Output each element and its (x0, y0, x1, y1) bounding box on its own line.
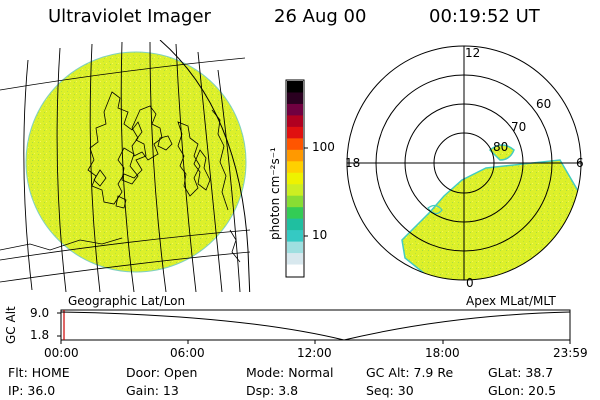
colorbar-segment (287, 230, 303, 243)
polar-label-mlt-6: 6 (576, 156, 584, 170)
altitude-ytick-high: 9.0 (30, 306, 50, 320)
colorbar-segment (287, 207, 303, 220)
altitude-xtick-1800: 18:00 (425, 346, 460, 360)
emission-patch (488, 144, 515, 161)
latitude-lines (0, 57, 251, 283)
uv-disk (25, 51, 247, 273)
colorbar-label-100: 100 (312, 140, 335, 154)
image-time: 00:19:52 UT (429, 6, 540, 27)
polar-label-mlt-18: 18 (345, 156, 361, 170)
colorbar-segment (287, 241, 303, 254)
status-glon: GLon: 20.5 (488, 383, 557, 398)
colorbar-unit-label: photon cm⁻²s⁻¹ (268, 147, 282, 240)
colorbar-segment (287, 126, 303, 139)
altitude-plot (57, 309, 571, 344)
altitude-x-ticks (60, 340, 571, 344)
altitude-ytick-low: 1.8 (30, 328, 50, 342)
emission-patch-small (427, 204, 443, 215)
polar-label-lat-60: 60 (536, 97, 552, 111)
status-mode: Mode: Normal (246, 365, 334, 380)
altitude-xtick-1200: 12:00 (297, 346, 332, 360)
geographic-caption: Geographic Lat/Lon (68, 294, 186, 308)
colorbar-segment (287, 138, 303, 151)
altitude-xtick-0000: 00:00 (44, 346, 79, 360)
colorbar (285, 79, 308, 278)
colorbar-segment (287, 161, 303, 174)
altitude-ylabel: GC Alt (4, 306, 18, 344)
status-gain: Gain: 13 (126, 383, 179, 398)
colorbar-segment (287, 218, 303, 231)
altitude-xtick-0600: 06:00 (170, 346, 205, 360)
image-date: 26 Aug 00 (274, 6, 367, 27)
polar-plot (346, 45, 582, 281)
colorbar-segment (287, 115, 303, 128)
colorbar-segment (287, 253, 303, 266)
colorbar-segment (287, 103, 303, 116)
polar-label-lat-80: 80 (493, 140, 509, 154)
colorbar-label-10: 10 (312, 228, 328, 242)
polar-label-lat-70: 70 (511, 120, 527, 134)
colorbar-segment (287, 195, 303, 208)
altitude-xtick-2359: 23:59 (553, 346, 588, 360)
longitude-lines (23, 41, 241, 292)
colorbar-segment (287, 149, 303, 162)
altitude-curve (60, 311, 571, 341)
status-door: Door: Open (126, 365, 198, 380)
polar-label-mlt-0: 0 (466, 276, 474, 290)
colorbar-segment (287, 172, 303, 185)
instrument-title: Ultraviolet Imager (48, 6, 211, 27)
status-flight: Flt: HOME (8, 365, 70, 380)
status-ip: IP: 36.0 (8, 383, 56, 398)
colorbar-segment (287, 184, 303, 197)
geographic-map (0, 40, 251, 292)
polar-label-mlt-12: 12 (465, 46, 481, 60)
colorbar-frame (285, 79, 305, 278)
status-glat: GLat: 38.7 (488, 365, 554, 380)
apex-caption: Apex MLat/MLT (466, 294, 556, 308)
status-dsp: Dsp: 3.8 (246, 383, 299, 398)
colorbar-segment (287, 92, 303, 105)
status-gc-alt: GC Alt: 7.9 Re (366, 365, 454, 380)
colorbar-segment (287, 81, 303, 93)
coastlines (0, 91, 241, 263)
auroral-oval-emission (401, 159, 581, 280)
colorbar-segment (287, 264, 303, 277)
status-seq: Seq: 30 (366, 383, 414, 398)
